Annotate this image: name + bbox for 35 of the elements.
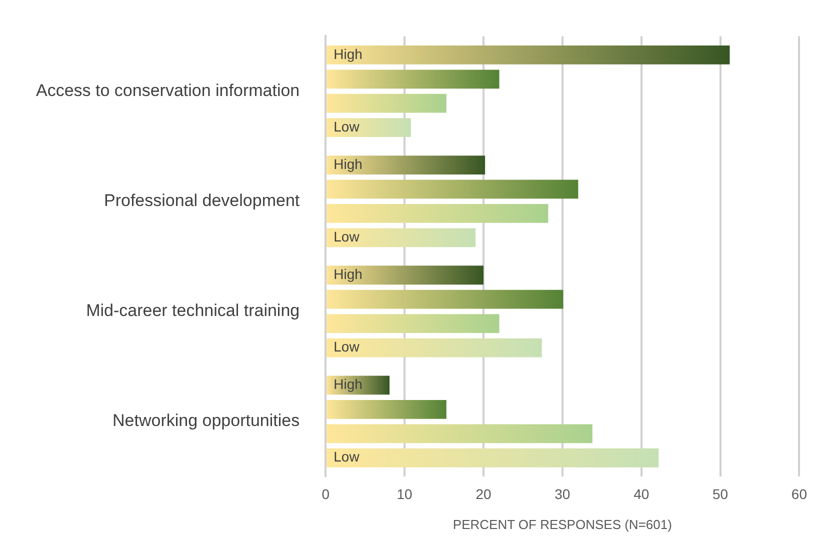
x-tick-label: 50 [712,486,728,502]
bar [326,290,564,309]
text: Low [334,448,360,465]
text: Low [334,338,360,355]
bar [326,204,548,223]
x-tick-label: 10 [396,486,413,502]
bar [326,314,500,334]
bar [326,400,446,419]
x-tick-label: 30 [554,486,570,502]
text: High [334,156,362,172]
series-label: High [334,46,362,62]
x-tick-label: 60 [791,486,808,502]
x-tick-label: 0 [322,486,330,502]
series-label: Low [334,228,360,245]
bar [326,228,476,248]
bar [326,156,486,174]
bar [326,118,411,138]
x-tick-label: 20 [476,486,492,502]
y-tick-label: Access to conservation information [36,80,300,100]
x-tick-label: 40 [634,486,650,502]
text: High [334,376,362,392]
bar [326,70,500,89]
y-tick-label: Mid-career technical training [86,301,300,320]
text: High [334,266,362,282]
bar [326,94,446,113]
y-tick-label: Networking opportunities [112,411,300,430]
bar [326,45,730,64]
bar [326,338,542,358]
x-axis-title: PERCENT OF RESPONSES (N=601) [452,516,672,532]
bar [326,180,578,199]
bar [326,448,659,468]
bar [326,266,484,285]
bar [326,424,592,444]
text: Low [334,118,360,134]
y-tick-label: Professional development [104,191,300,210]
